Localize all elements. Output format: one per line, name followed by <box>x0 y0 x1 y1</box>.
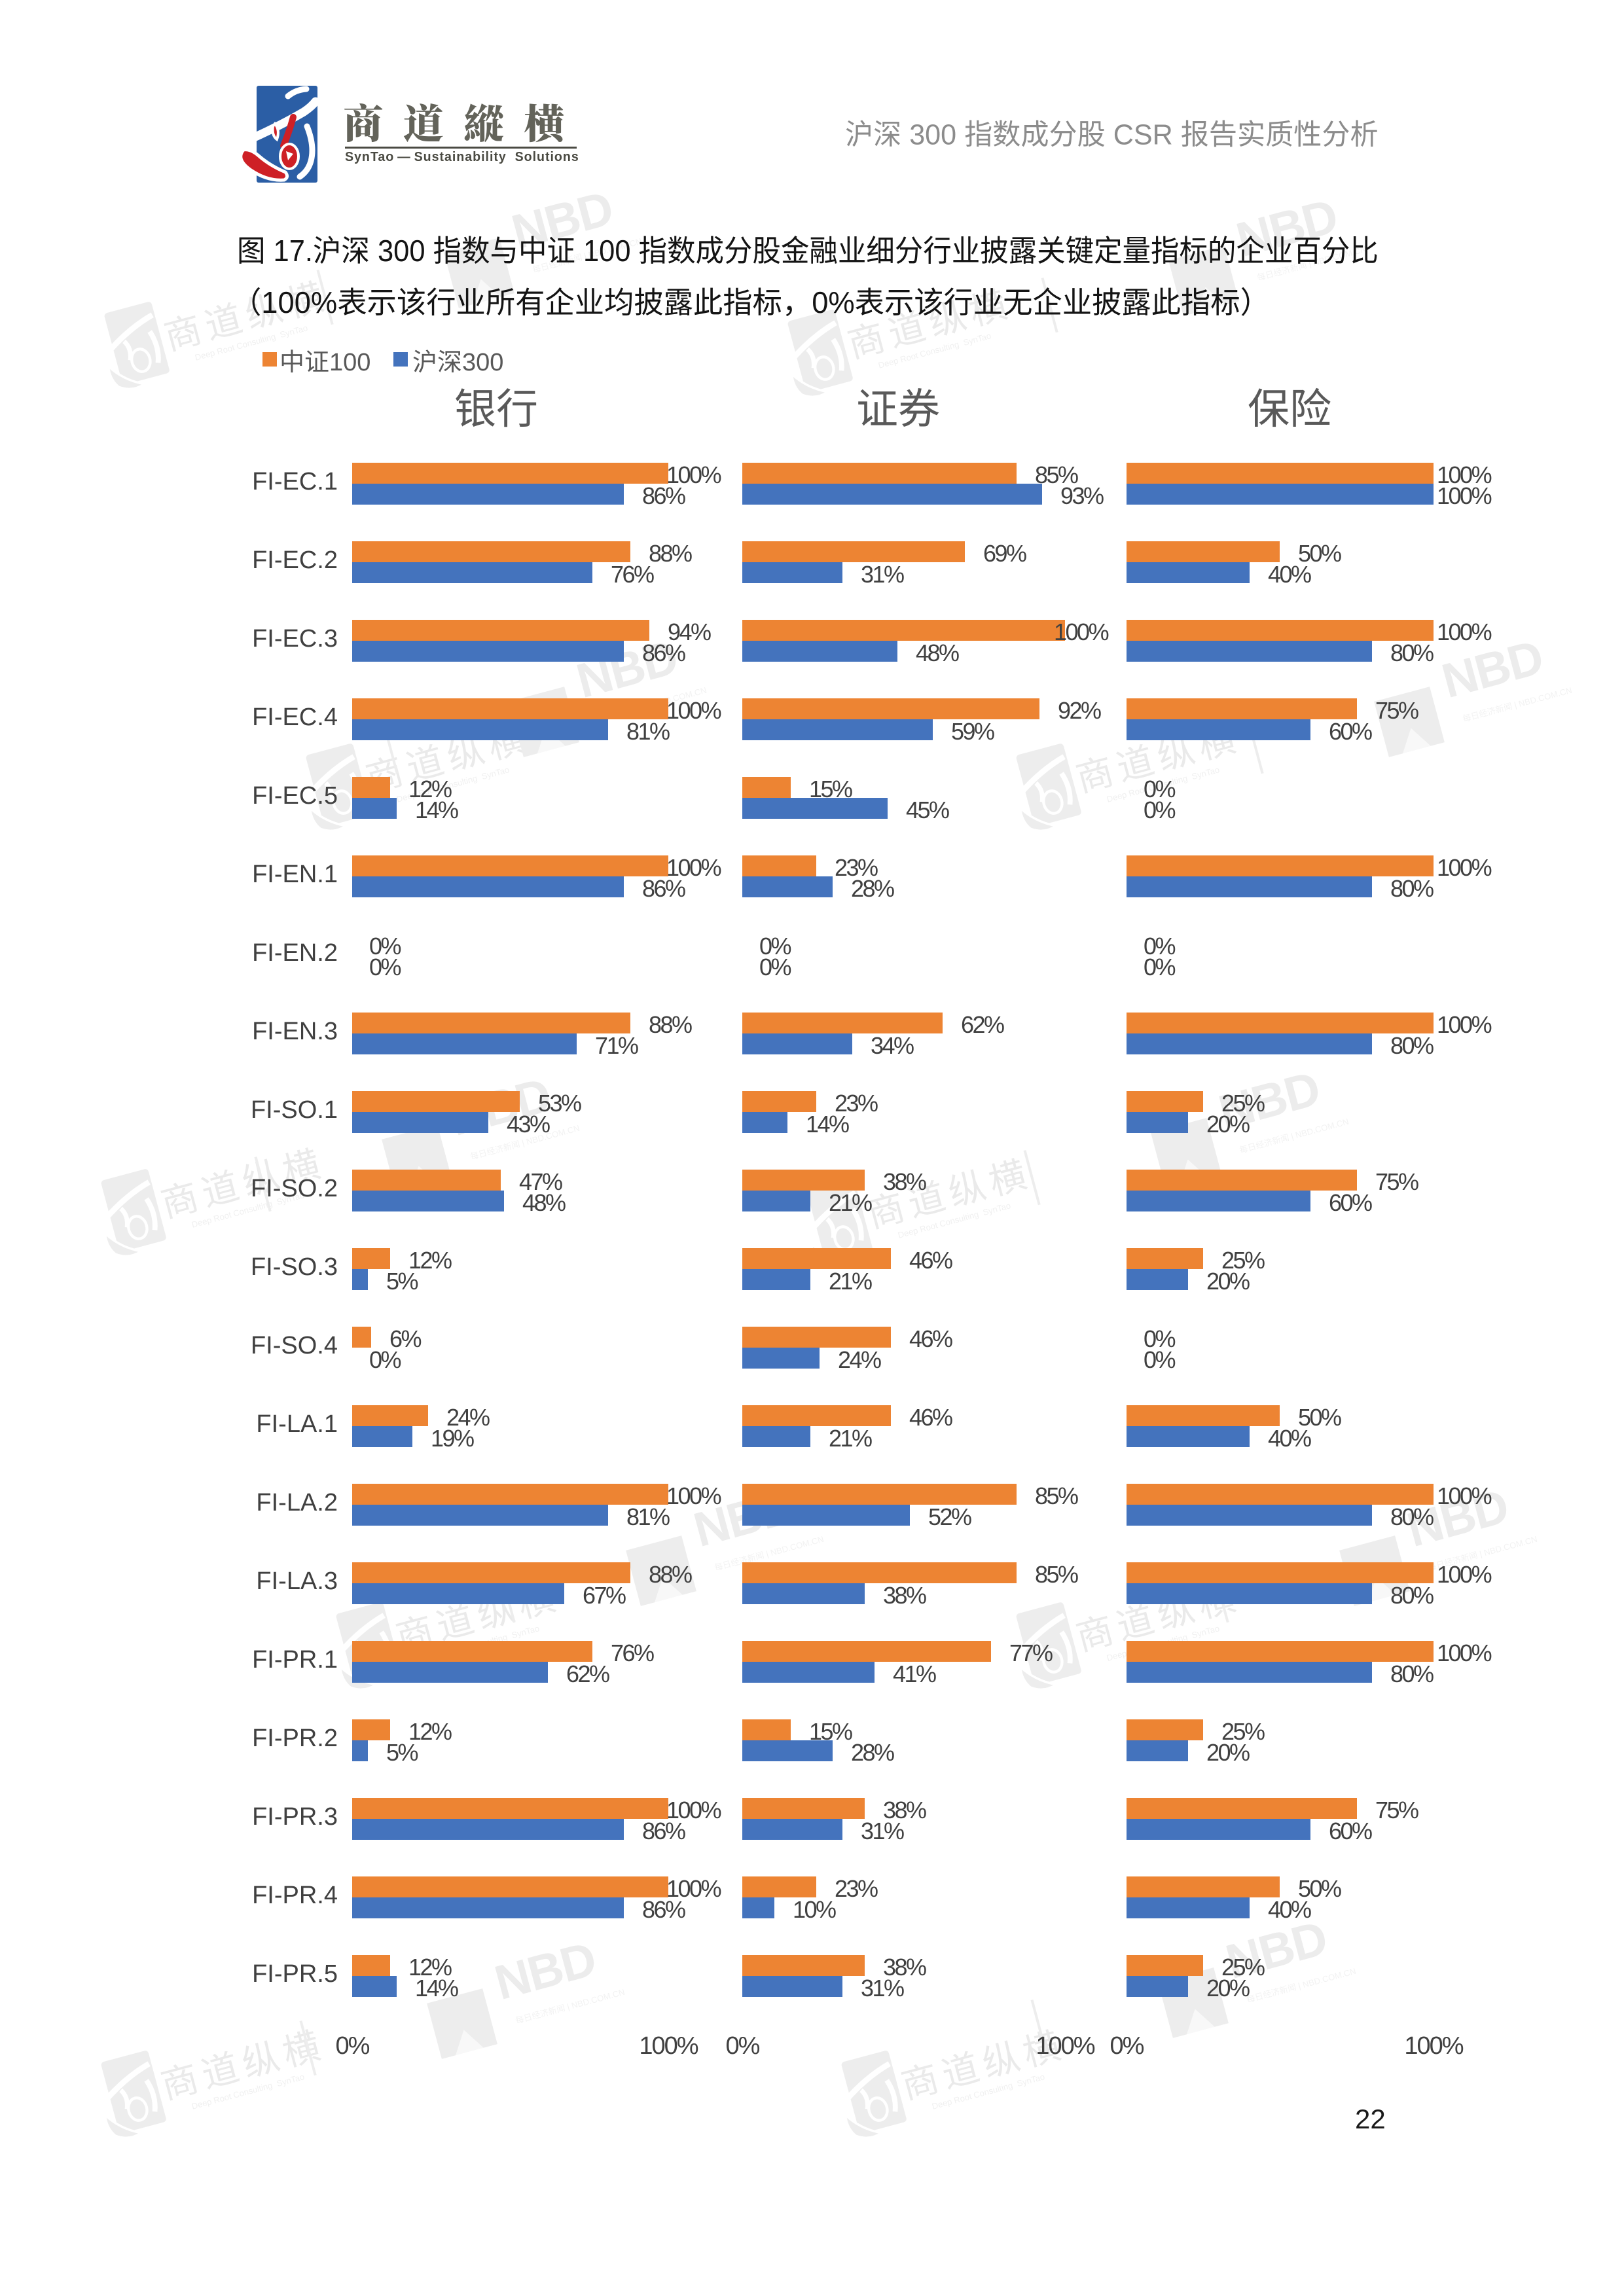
svg-text:100: 100 <box>575 234 639 268</box>
svg-text:0%: 0% <box>812 286 854 319</box>
svg-text:300: 300 <box>901 119 964 151</box>
svg-text:CSR: CSR <box>1106 119 1181 151</box>
svg-text:100%: 100% <box>261 286 337 319</box>
svg-text:300: 300 <box>370 234 433 268</box>
svg-text:300: 300 <box>462 349 503 376</box>
svg-text:17.: 17. <box>265 234 313 268</box>
svg-text:100: 100 <box>329 349 370 376</box>
